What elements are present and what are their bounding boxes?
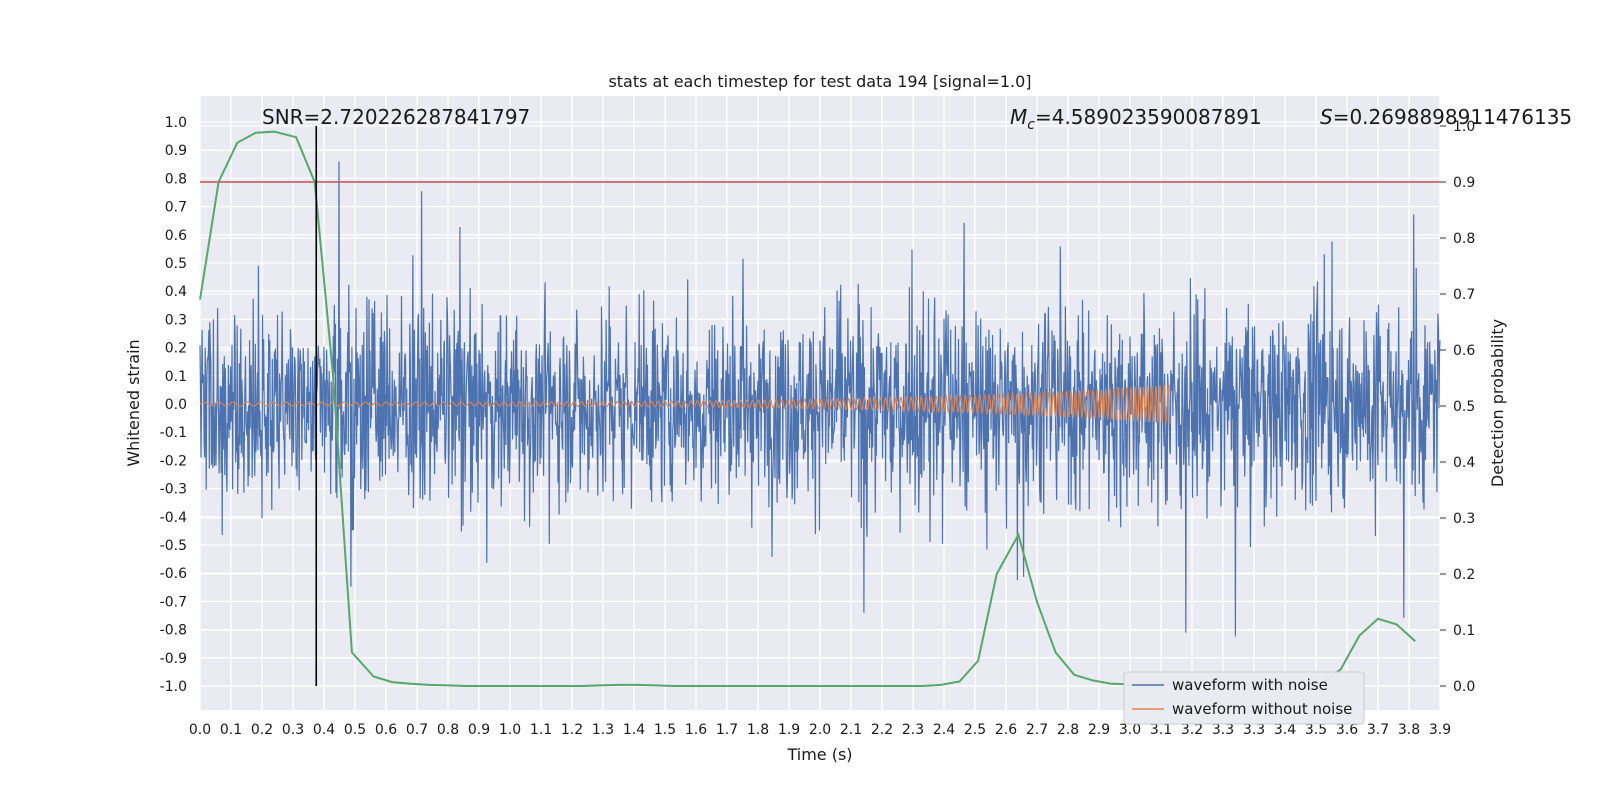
right-axis-ticks: 1.0 0.9 0.8 0.7 0.6 0.5 0.4 0.3 0.2 0.1 0.0 <box>1440 119 1475 695</box>
x-tick-label: 0.9 <box>468 722 490 738</box>
y-tick-label: -0.6 <box>160 566 187 582</box>
x-tick-label: 3.5 <box>1305 722 1327 738</box>
x-tick-label: 2.8 <box>1057 722 1079 738</box>
s-annotation: S=0.2698898911476135 <box>1320 105 1572 129</box>
x-tick-label: 2.5 <box>964 722 986 738</box>
x-tick-label: 2.4 <box>933 722 955 738</box>
y-tick-label: 0.7 <box>165 200 187 216</box>
x-tick-label: 3.4 <box>1274 722 1296 738</box>
x-axis-label: Time (s) <box>786 745 852 764</box>
right-tick-label: 0.4 <box>1453 455 1475 471</box>
y-axis-ticks: 1.0 0.9 0.8 0.7 0.6 0.5 0.4 0.3 0.2 0.1 0.0 -0.1 -0.… <box>160 115 187 695</box>
series-waveform-with-noise <box>199 161 1441 637</box>
x-tick-label: 2.2 <box>871 722 893 738</box>
right-tick-label: 1.0 <box>1453 119 1475 135</box>
y-tick-label: -0.9 <box>160 651 187 667</box>
x-tick-label: 3.2 <box>1181 722 1203 738</box>
x-tick-label: 0.6 <box>375 722 397 738</box>
x-tick-label: 1.1 <box>530 722 552 738</box>
y-tick-label: 1.0 <box>165 115 187 131</box>
y-tick-label: 0.5 <box>165 256 187 272</box>
x-tick-label: 0.2 <box>251 722 273 738</box>
y-tick-label: -0.7 <box>160 594 187 610</box>
right-tick-label: 0.6 <box>1453 343 1475 359</box>
x-tick-label: 3.9 <box>1429 722 1451 738</box>
x-tick-label: 1.5 <box>654 722 676 738</box>
x-tick-label: 1.6 <box>685 722 707 738</box>
x-tick-label: 1.4 <box>623 722 645 738</box>
right-tick-label: 0.8 <box>1453 231 1475 247</box>
y-tick-label: -1.0 <box>160 679 187 695</box>
y-tick-label: 0.0 <box>165 397 187 413</box>
y-tick-label: 0.2 <box>165 341 187 357</box>
series-waveform-without-noise <box>199 384 1171 424</box>
x-tick-label: 2.0 <box>809 722 831 738</box>
x-tick-label: 0.7 <box>406 722 428 738</box>
right-tick-label: 0.0 <box>1453 679 1475 695</box>
y-tick-label: 0.6 <box>165 228 187 244</box>
x-tick-label: 2.6 <box>995 722 1017 738</box>
x-tick-label: 0.1 <box>220 722 242 738</box>
right-tick-label: 0.5 <box>1453 399 1475 415</box>
legend-box <box>1123 671 1365 725</box>
x-tick-label: 1.2 <box>561 722 583 738</box>
y-tick-label: -0.1 <box>160 425 187 441</box>
x-tick-label: 3.8 <box>1398 722 1420 738</box>
y-tick-label: 0.3 <box>165 312 187 328</box>
x-tick-label: 3.1 <box>1150 722 1172 738</box>
legend: waveform with noise waveform without noi… <box>1123 671 1365 725</box>
x-tick-label: 3.3 <box>1212 722 1234 738</box>
x-tick-label: 3.3 <box>1243 722 1265 738</box>
x-tick-label: 2.1 <box>840 722 862 738</box>
mc-annotation: Mc=4.589023590087891 <box>1010 105 1262 133</box>
x-tick-label: 0.0 <box>189 722 211 738</box>
x-tick-label: 3.6 <box>1336 722 1358 738</box>
x-tick-label: 0.4 <box>313 722 335 738</box>
y-axis-label: Whitened strain <box>124 339 143 466</box>
y-tick-label: 0.4 <box>165 284 187 300</box>
right-axis-label: Detection probability <box>1488 319 1507 487</box>
x-tick-label: 1.8 <box>747 722 769 738</box>
x-tick-label: 0.3 <box>282 722 304 738</box>
x-tick-label: 1.9 <box>778 722 800 738</box>
legend-label-without-noise: waveform without noise <box>1172 700 1352 718</box>
y-tick-label: -0.5 <box>160 538 187 554</box>
y-tick-label: 0.9 <box>165 143 187 159</box>
right-tick-label: 0.9 <box>1453 175 1475 191</box>
right-tick-label: 0.3 <box>1453 511 1475 527</box>
y-tick-label: 0.1 <box>165 369 187 385</box>
x-tick-label: 2.7 <box>1026 722 1048 738</box>
y-tick-label: -0.8 <box>160 623 187 639</box>
x-tick-label: 1.7 <box>716 722 738 738</box>
x-tick-label: 0.5 <box>344 722 366 738</box>
x-tick-label: 1.3 <box>592 722 614 738</box>
right-tick-label: 0.2 <box>1453 567 1475 583</box>
x-tick-label: 1.0 <box>499 722 521 738</box>
x-tick-label: 3.0 <box>1119 722 1141 738</box>
x-tick-label: 2.3 <box>902 722 924 738</box>
x-tick-label: 3.7 <box>1367 722 1389 738</box>
chart-title: stats at each timestep for test data 194… <box>608 72 1031 91</box>
x-axis-ticks: 0.0 0.1 0.2 0.3 0.4 0.5 0.6 0.7 0.8 0.9 1.0 1.1 1.2 1… <box>189 722 1451 738</box>
x-tick-label: 2.9 <box>1088 722 1110 738</box>
y-tick-label: -0.3 <box>160 482 187 498</box>
right-tick-label: 0.1 <box>1453 623 1475 639</box>
snr-annotation: SNR=2.720226287841797 <box>262 105 530 129</box>
y-tick-label: -0.4 <box>160 510 187 526</box>
y-tick-label: -0.2 <box>160 453 187 469</box>
right-tick-label: 0.7 <box>1453 287 1475 303</box>
legend-label-with-noise: waveform with noise <box>1172 676 1328 694</box>
x-tick-label: 0.8 <box>437 722 459 738</box>
y-tick-label: 0.8 <box>165 171 187 187</box>
